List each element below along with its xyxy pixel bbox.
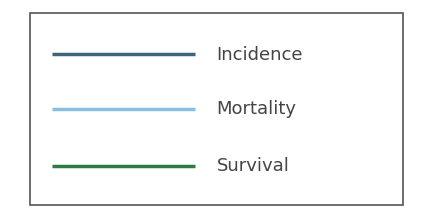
Text: Mortality: Mortality [216,100,297,118]
Text: Survival: Survival [216,157,289,175]
FancyBboxPatch shape [30,13,403,205]
Text: Incidence: Incidence [216,46,303,63]
